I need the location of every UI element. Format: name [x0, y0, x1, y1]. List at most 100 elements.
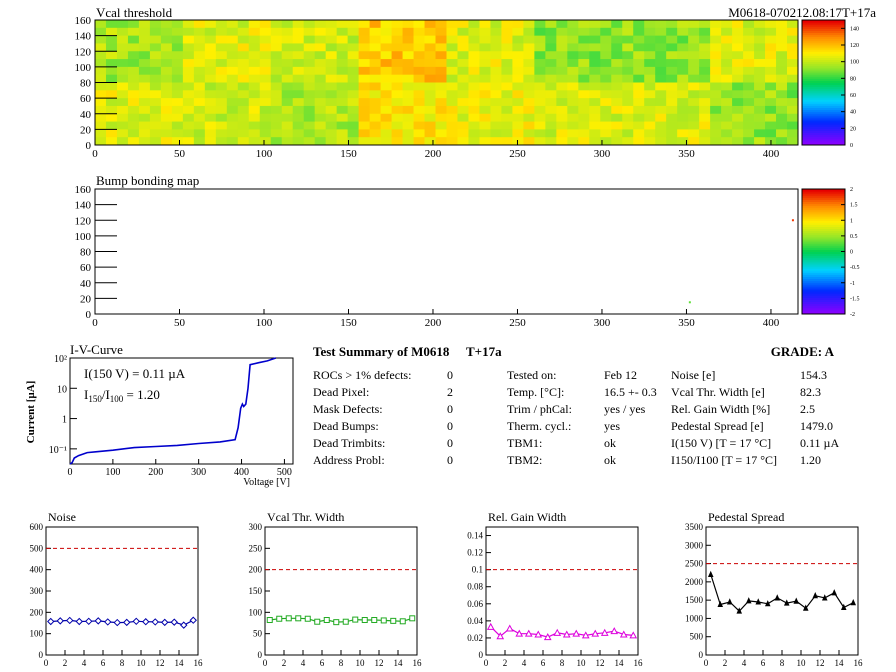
pixel-cell [534, 90, 546, 99]
pixel-cell [677, 66, 689, 76]
pixel-cell [281, 121, 294, 130]
pixel-cell [413, 20, 425, 29]
data-point [572, 629, 581, 637]
y-tick-label: 160 [75, 184, 92, 196]
pixel-cell [149, 20, 162, 29]
palette-step [802, 236, 845, 240]
pixel-cell [578, 43, 590, 52]
pixel-cell [182, 129, 195, 138]
pixel-cell [699, 82, 711, 91]
pixel-cell [622, 137, 634, 146]
y-tick-label: 80 [80, 247, 92, 259]
data-point [180, 621, 188, 629]
pixel-cell [358, 137, 371, 146]
pixel-cell [589, 74, 601, 83]
pixel-cell [182, 27, 195, 37]
pixel-cell [413, 35, 425, 44]
x-tick-label: 10 [577, 658, 587, 668]
pixel-cell [424, 113, 436, 122]
x-tick-label: 10 [797, 658, 807, 668]
pixel-cell [534, 98, 546, 107]
data-point [304, 615, 311, 622]
pixel-cell [336, 98, 349, 107]
palette-step [802, 205, 845, 209]
data-point [333, 619, 340, 626]
pixel-cell [512, 27, 524, 37]
pixel-cell [633, 35, 645, 44]
pixel-cell [523, 82, 535, 91]
pixel-cell [149, 59, 162, 68]
palette-step [802, 197, 845, 200]
pixel-cell [545, 43, 557, 52]
result-label: Noise [e] [671, 368, 715, 382]
pixel-cell [127, 43, 140, 52]
pixel-cell [523, 51, 535, 60]
pixel-cell [710, 82, 722, 91]
pixel-cell [633, 113, 645, 122]
pixel-cell [567, 59, 579, 68]
pixel-cell [424, 121, 436, 130]
pixel-cell [666, 90, 678, 99]
pixel-cell [490, 90, 502, 99]
pixel-cell [248, 82, 261, 91]
pixel-cell [259, 35, 272, 44]
pixel-cell [743, 98, 755, 107]
pixel-cell [688, 121, 700, 130]
pixel-cell [226, 59, 239, 68]
palette-step [802, 257, 845, 261]
pixel-cell [677, 51, 689, 60]
palette-step [802, 241, 845, 244]
pixel-cell [369, 59, 381, 68]
data-point [534, 630, 543, 638]
condition-value: yes / yes [604, 402, 646, 416]
palette-step [802, 251, 845, 255]
data-point [85, 617, 93, 626]
x-tick-label: 50 [174, 317, 186, 329]
pixel-cell [281, 51, 294, 60]
pixel-cell [512, 90, 524, 99]
pixel-cell [622, 105, 634, 115]
pixel-cell [215, 113, 228, 122]
pixel-cell [182, 66, 195, 76]
pixel-cell [237, 74, 250, 83]
pixel-cell [754, 137, 766, 146]
pixel-cell [754, 27, 766, 37]
pixel-cell [435, 113, 447, 122]
test-summary: Test Summary of M0618 T+17a GRADE: A ROC… [313, 344, 839, 467]
pixel-cell [523, 121, 535, 130]
pixel-cell [655, 90, 667, 99]
pixel-cell [633, 82, 645, 91]
pixel-cell [314, 66, 327, 76]
pixel-cell [743, 59, 755, 68]
palette-step [802, 80, 845, 83]
pixel-cell [336, 105, 349, 115]
pixel-cell [127, 121, 140, 130]
pixel-cell [699, 59, 711, 68]
data-point [562, 630, 571, 638]
pixel-cell [204, 20, 217, 29]
y-tick-label: 50 [253, 629, 263, 639]
pixel-cell [391, 27, 403, 37]
pixel-cell [457, 59, 469, 68]
pixel-cell [358, 43, 371, 52]
pixel-cell [303, 43, 316, 52]
pixel-cell [567, 121, 579, 130]
pixel-cell [303, 51, 316, 60]
pixel-cell [523, 20, 535, 29]
palette-step [802, 270, 845, 273]
y-tick-label: 1500 [685, 595, 704, 605]
pixel-cell [501, 20, 513, 29]
pixel-cell [688, 105, 700, 115]
pixel-cell [633, 105, 645, 115]
pixel-cell [149, 98, 162, 107]
pixel-cell [776, 51, 788, 60]
pixel-cell [248, 35, 261, 44]
data-point [591, 629, 600, 637]
pixel-cell [556, 74, 568, 83]
pixel-cell [347, 51, 360, 60]
pixel-cell [259, 74, 272, 83]
pixel-cell [160, 129, 173, 138]
pixel-cell [325, 51, 338, 60]
pixel-cell [765, 82, 777, 91]
plot-title: Pedestal Spread [708, 510, 784, 524]
